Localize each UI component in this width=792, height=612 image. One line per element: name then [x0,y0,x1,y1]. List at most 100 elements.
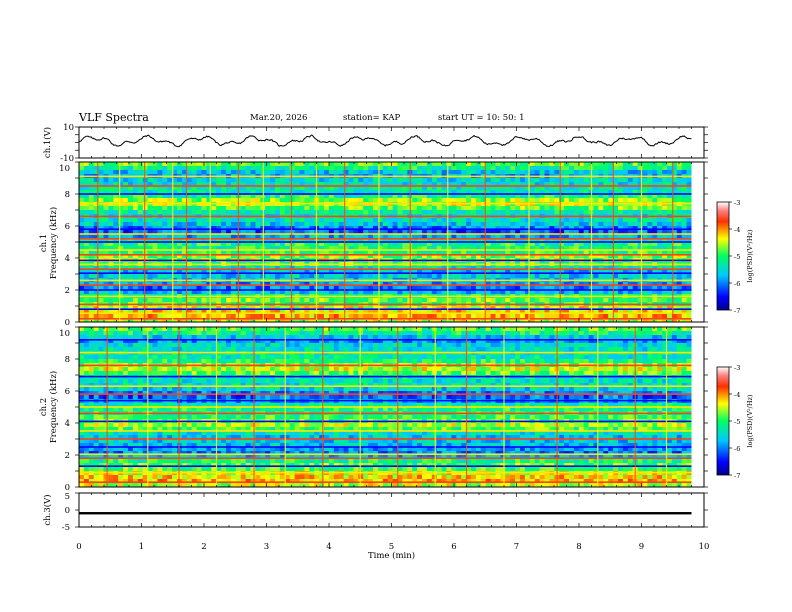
spectrogram-cell [622,242,629,247]
spectrogram-cell [230,238,237,243]
spectrogram-cell [671,226,678,231]
spectrogram-cell [353,198,359,203]
spectrogram-cell [402,238,408,243]
spectrogram-cell [608,310,614,315]
spectrogram-cell [324,234,330,239]
spectrogram-cell [245,198,251,203]
spectrogram-cell [211,170,217,175]
spectrogram-cell [593,250,599,255]
spectrogram-cell [520,298,526,303]
spectrogram-cell [647,222,653,227]
spectrogram-cell [652,314,658,319]
spectrogram-cell [128,286,134,291]
spectrogram-cell [549,238,555,243]
spectrogram-cell [363,270,369,275]
spectrogram-cell [363,310,369,315]
spectrogram-cell [583,190,590,195]
spectrogram-cell [627,182,634,187]
spectrogram-cell [422,306,428,311]
spectrogram-cell [353,178,359,183]
spectrogram-cell [637,194,643,199]
spectrogram-cell [294,170,300,175]
spectrogram-cell [466,266,472,271]
spectrogram-cell [270,234,276,239]
spectrogram-cell [686,238,692,243]
spectrogram-cell [255,166,261,171]
spectrogram-cell [681,290,688,295]
spectrogram-cell [495,250,501,255]
spectrogram-cell [686,222,692,227]
spectrogram-cell [177,210,183,215]
spectrogram-cell [343,218,349,223]
spectrogram-cell [157,194,163,199]
spectrogram-cell [554,270,560,275]
spectrogram-cell [441,170,447,175]
spectrogram-cell [284,182,291,187]
spectrogram-cell [569,238,575,243]
spectrogram-cell [373,186,379,191]
spectrogram-cell [446,314,452,319]
spectrogram-cell [671,166,678,171]
spectrogram-cell [206,170,212,175]
spectrogram-cell [152,178,158,183]
spectrogram-cell [108,254,114,259]
spectrogram-cell [186,170,193,175]
spectrogram-cell [137,218,144,223]
spectrogram-cell [255,290,261,295]
spectrogram-cell [88,166,95,171]
spectrogram-cell [353,306,359,311]
spectrogram-cell [456,170,462,175]
spectrogram-cell [539,222,545,227]
spectrogram-cell [177,242,183,247]
spectrogram-cell [505,266,511,271]
spectrogram-cell [598,306,604,311]
spectrogram-cell [524,310,531,315]
spectrogram-cell [98,218,104,223]
spectrogram-cell [103,290,109,295]
spectrogram-cell [446,222,452,227]
spectrogram-cell [647,282,653,287]
spectrogram-cell [520,182,526,187]
spectrogram-cell [123,170,129,175]
spectrogram-cell [240,298,247,303]
spectrogram-cell [88,266,95,271]
spectrogram-cell [79,206,85,211]
spectrogram-cell [475,282,482,287]
spectrogram-cell [108,206,114,211]
spectrogram-cell [681,270,688,275]
spectrogram-cell [358,182,364,187]
spectrogram-cell [554,286,560,291]
spectrogram-cell [564,246,570,251]
spectrogram-cell [186,282,193,287]
spectrogram-cell [446,234,452,239]
spectrogram-cell [647,274,653,279]
spectrogram-cell [255,194,261,199]
spectrogram-cell [245,170,251,175]
spectrogram-cell [598,254,604,259]
spectrogram-cell [559,166,565,171]
spectrogram-cell [412,170,418,175]
spectrogram-cell [436,306,443,311]
spectrogram-cell [642,206,648,211]
spectrogram-cell [167,290,173,295]
spectrogram-cell [123,206,129,211]
spectrogram-cell [265,306,271,311]
spectrogram-cell [113,290,119,295]
spectrogram-cell [549,310,555,315]
spectrogram-cell [137,298,144,303]
spectrogram-cell [569,210,575,215]
spectrogram-cell [270,170,276,175]
spectrogram-cell [495,194,501,199]
spectrogram-cell [250,306,256,311]
spectrogram-cell [686,190,692,195]
spectrogram-cell [510,266,516,271]
spectrogram-cell [549,170,555,175]
spectrogram-cell [245,226,251,231]
spectrogram-cell [309,218,315,223]
spectrogram-cell [500,282,506,287]
spectrogram-cell [137,186,144,191]
spectrogram-cell [377,210,384,215]
spectrogram-cell [676,274,683,279]
spectrogram-cell [436,182,443,187]
spectrogram-cell [226,194,232,199]
